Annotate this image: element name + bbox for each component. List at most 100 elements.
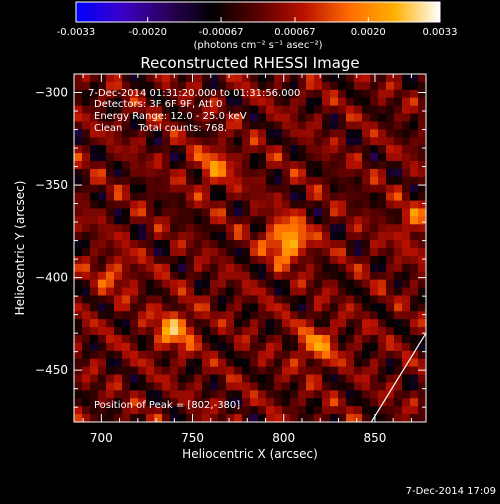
- heatmap-cell: [162, 414, 171, 422]
- heatmap-cell: [258, 176, 267, 186]
- heatmap-cell: [290, 184, 299, 194]
- heatmap-cell: [354, 406, 363, 415]
- heatmap-cell: [370, 382, 379, 391]
- info-annotations: 7-Dec-2014 01:31:20.000 to 01:31:56.000 …: [88, 88, 300, 411]
- heatmap-cell: [274, 319, 283, 328]
- heatmap-cell: [250, 240, 259, 249]
- heatmap-cell: [330, 97, 339, 107]
- heatmap-cell: [122, 208, 131, 217]
- heatmap-cell: [306, 81, 315, 91]
- heatmap-cell: [258, 145, 267, 154]
- heatmap-cell: [354, 248, 363, 257]
- heatmap-cell: [114, 248, 123, 257]
- heatmap-cell: [370, 248, 379, 257]
- heatmap-cell: [250, 382, 259, 391]
- heatmap-cell: [418, 374, 426, 384]
- heatmap-cell: [322, 342, 331, 352]
- heatmap-cell: [162, 74, 171, 83]
- heatmap-cell: [186, 255, 195, 265]
- heatmap-cell: [394, 311, 403, 320]
- heatmap-cell: [322, 232, 331, 241]
- heatmap-cell: [258, 335, 267, 344]
- heatmap-cell: [218, 168, 227, 178]
- heatmap-cell: [154, 208, 163, 217]
- heatmap-cell: [306, 192, 315, 202]
- heatmap-cell: [402, 374, 411, 384]
- heatmap-cell: [154, 303, 163, 312]
- heatmap-cell: [298, 398, 307, 407]
- heatmap-cell: [314, 224, 323, 233]
- heatmap-cell: [194, 240, 203, 249]
- heatmap-cell: [410, 200, 419, 210]
- heatmap-cell: [130, 168, 139, 178]
- heatmap-cell: [290, 398, 299, 407]
- heatmap-cell: [226, 319, 235, 328]
- heatmap-cell: [218, 81, 227, 91]
- heatmap-cell: [386, 319, 395, 328]
- heatmap-cell: [226, 121, 235, 130]
- heatmap-cell: [234, 113, 243, 123]
- heatmap-cell: [338, 263, 347, 273]
- heatmap-cell: [258, 224, 267, 233]
- heatmap-cell: [114, 121, 123, 130]
- heatmap-cell: [258, 279, 267, 289]
- heatmap-cell: [370, 208, 379, 217]
- heatmap-cell: [98, 327, 107, 336]
- heatmap-cell: [386, 168, 395, 178]
- heatmap-cell: [202, 414, 211, 422]
- heatmap-cell: [314, 295, 323, 304]
- heatmap-cell: [162, 271, 171, 281]
- heatmap-cell: [242, 295, 251, 304]
- heatmap-cell: [74, 248, 83, 257]
- heatmap-cell: [106, 168, 115, 178]
- heatmap-cell: [266, 350, 275, 360]
- heatmap-cell: [146, 382, 155, 391]
- heatmap-cell: [282, 137, 291, 146]
- heatmap-cell: [210, 129, 219, 138]
- heatmap-cell: [378, 89, 387, 99]
- heatmap-cell: [418, 295, 426, 304]
- heatmap-cell: [322, 216, 331, 225]
- heatmap-cell: [170, 342, 179, 352]
- heatmap-cell: [146, 232, 155, 241]
- heatmap-cell: [378, 358, 387, 368]
- heatmap-cell: [178, 414, 187, 422]
- heatmap-cell: [370, 192, 379, 202]
- heatmap-cell: [306, 342, 315, 352]
- colorbar-tick-label: -0.0020: [128, 27, 167, 38]
- heatmap-cell: [194, 342, 203, 352]
- heatmap-cell: [74, 216, 83, 225]
- heatmap-cell: [122, 382, 131, 391]
- heatmap-cell: [274, 311, 283, 320]
- heatmap-cell: [226, 271, 235, 281]
- heatmap-cell: [210, 358, 219, 368]
- heatmap-cell: [274, 279, 283, 289]
- heatmap-cell: [394, 121, 403, 130]
- heatmap-cell: [194, 168, 203, 178]
- heatmap-cell: [106, 255, 115, 265]
- heatmap-cell: [186, 319, 195, 328]
- heatmap-cell: [386, 366, 395, 376]
- heatmap-cell: [410, 287, 419, 297]
- heatmap-cell: [418, 184, 426, 194]
- heatmap-cell: [178, 176, 187, 186]
- heatmap-cell: [370, 342, 379, 352]
- heatmap-cell: [370, 366, 379, 376]
- heatmap-cell: [90, 97, 99, 107]
- heatmap-cell: [402, 137, 411, 146]
- heatmap-cell: [314, 184, 323, 194]
- heatmap-cell: [250, 153, 259, 162]
- heatmap-cell: [402, 113, 411, 123]
- heatmap-cell: [418, 350, 426, 360]
- heatmap-cell: [122, 153, 131, 162]
- heatmap-cell: [210, 279, 219, 289]
- heatmap-cell: [250, 366, 259, 376]
- heatmap-cell: [122, 161, 131, 170]
- heatmap-cell: [314, 279, 323, 289]
- heatmap-cell: [362, 255, 371, 265]
- heatmap-cell: [346, 121, 355, 130]
- heatmap-cell: [170, 271, 179, 281]
- heatmap-cell: [282, 279, 291, 289]
- heatmap-cell: [354, 168, 363, 178]
- heatmap-cell: [82, 342, 91, 352]
